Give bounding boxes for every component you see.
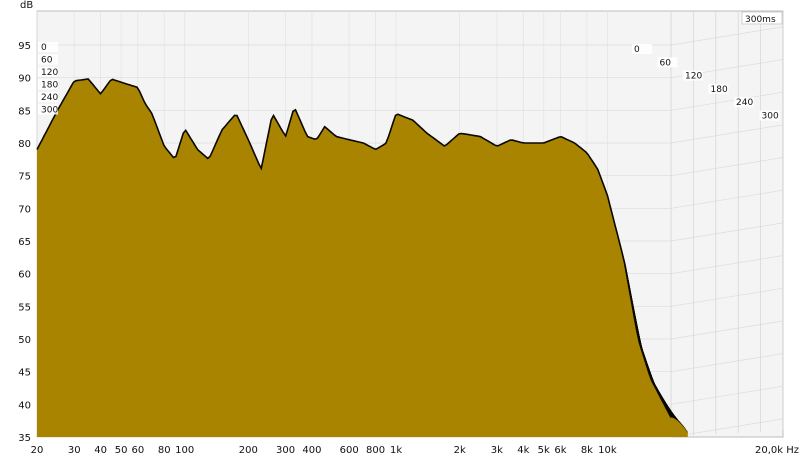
y-tick-label: 45 [18,368,31,379]
y-tick-label: 35 [18,433,31,444]
y-tick-label: 70 [18,204,31,215]
x-tick-label: 100 [175,445,194,456]
x-tick-label: 800 [366,445,385,456]
depth-grid-line [670,255,784,275]
y-tick-label: 60 [18,270,31,281]
z-tick-label-left: 0 [41,43,47,53]
x-tick-label: 400 [302,445,321,456]
z-tick-label-right: 300 [762,112,779,122]
z-label-bg [759,110,780,121]
depth-grid-line [670,124,784,144]
x-tick-label: 20,0k Hz [755,445,799,456]
waterfall-slices [36,78,688,438]
x-tick-label: 80 [158,445,171,456]
depth-grid-line [670,320,784,340]
depth-grid-line [670,157,784,177]
x-tick-label: 60 [131,445,144,456]
x-tick-label: 20 [31,445,44,456]
z-label-bg [734,97,754,108]
z-label-bg [38,92,58,102]
x-tick-label: 600 [340,445,359,456]
z-label-bg [632,44,652,54]
x-tick-label: 8k [581,445,593,456]
depth-grid-line [670,385,784,405]
z-tick-label-left: 180 [41,81,58,91]
y-tick-label: 75 [18,172,31,183]
x-tick-label: 200 [239,445,258,456]
x-tick-label: 50 [115,445,128,456]
slice-fill-0 [37,79,671,437]
z-label-bg [38,67,58,77]
x-tick-label: 300 [276,445,295,456]
x-tick-label: 5k [538,445,550,456]
depth-grid-line [670,26,784,46]
x-tick-label: 30 [68,445,81,456]
y-tick-label: 85 [18,106,31,117]
depth-grid-line [670,91,784,111]
z-label-bg [38,104,58,115]
z-label-bg [657,57,678,68]
slice-line-0 [36,78,672,418]
z-tick-label-right: 180 [711,85,728,95]
depth-grid-line [670,222,784,242]
y-tick-label: 40 [18,400,31,411]
z-tick-label-right: 60 [660,58,672,68]
z-label-bg [708,83,729,94]
y-unit-label: dB [20,0,33,11]
x-tick-label: 2k [454,445,466,456]
x-tick-label: 6k [554,445,566,456]
x-tick-label: 3k [491,445,503,456]
depth-grid-line [670,189,784,209]
z-tick-label-right: 240 [736,98,753,108]
z-label-bg [683,70,703,81]
y-tick-label: 55 [18,302,31,313]
y-tick-label: 90 [18,74,31,85]
z-end-label: 300ms [745,15,776,25]
x-tick-label: 40 [94,445,107,456]
depth-grid-line [670,353,784,373]
depth-grid-line [670,287,784,307]
y-tick-label: 65 [18,237,31,248]
z-label-bg [38,79,58,90]
z-tick-label-right: 0 [634,45,640,55]
z-label-bg [38,54,58,65]
z-tick-label-right: 120 [685,72,702,82]
y-tick-label: 95 [18,41,31,52]
z-tick-label-left: 300 [41,106,58,116]
z-end-label-bg [741,11,783,25]
z-tick-label-left: 60 [41,56,53,66]
y-tick-label: 80 [18,139,31,150]
z-label-bg [38,42,58,52]
x-tick-label: 10k [598,445,617,456]
depth-grid-line [670,418,784,438]
y-tick-label: 50 [18,335,31,346]
x-tick-label: 1k [390,445,402,456]
z-tick-label-left: 240 [41,93,58,103]
x-tick-label: 4k [517,445,529,456]
z-tick-label-left: 120 [41,68,58,78]
